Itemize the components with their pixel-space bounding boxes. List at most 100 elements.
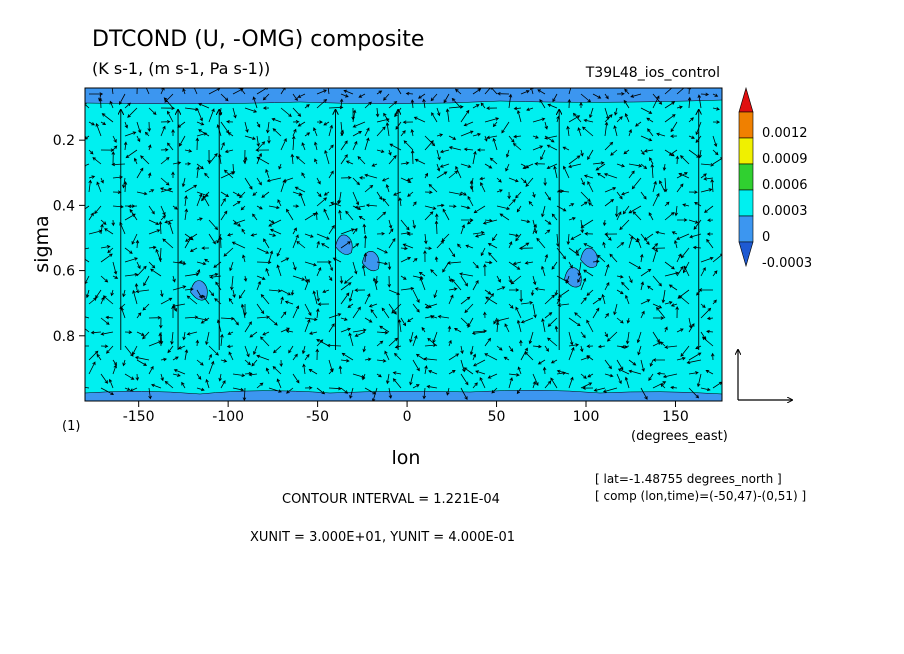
wind-vector (480, 182, 486, 193)
wind-vector (700, 267, 706, 277)
wind-vector (85, 205, 90, 210)
wind-vector (170, 331, 174, 345)
wind-vector (583, 243, 594, 249)
wind-vector (292, 204, 300, 208)
wind-vector (392, 378, 402, 389)
wind-vector (544, 380, 552, 389)
wind-vector (383, 112, 390, 123)
wind-vector (674, 239, 678, 249)
wind-vector (566, 233, 571, 246)
wind-vector (580, 177, 585, 186)
wind-vector (352, 306, 361, 319)
wind-vector (352, 131, 363, 137)
wind-vector (503, 356, 510, 361)
wind-vector (664, 114, 676, 123)
y-axis-label: sigma (31, 215, 53, 272)
wind-vector (265, 267, 270, 277)
wind-vector (370, 309, 378, 319)
wind-vector (304, 303, 312, 316)
wind-vector (316, 98, 328, 109)
wind-vector (448, 146, 462, 151)
wind-vector (167, 110, 174, 123)
wind-vector (232, 373, 246, 378)
wind-vector (299, 192, 306, 207)
wind-vector (568, 155, 581, 165)
wind-vector (339, 275, 344, 285)
wind-vector (386, 373, 390, 385)
wind-vector (446, 387, 450, 396)
wind-vector (532, 135, 539, 139)
wind-vector (406, 232, 414, 236)
wind-vector (256, 247, 270, 254)
wind-vector (670, 385, 678, 390)
wind-vector (410, 149, 415, 165)
wind-vector (112, 364, 117, 375)
wind-vector (676, 105, 683, 109)
wind-vector (148, 219, 160, 225)
wind-vector (460, 373, 469, 386)
wind-vector (483, 311, 487, 319)
wind-vector (172, 373, 181, 377)
wind-vector (208, 353, 212, 361)
wind-vector (406, 177, 414, 182)
wind-vector (100, 177, 104, 184)
wind-vector (232, 289, 236, 299)
wind-vector (265, 367, 270, 375)
wind-vector (314, 211, 319, 221)
wind-vector (616, 274, 624, 279)
wind-vector (532, 380, 537, 389)
wind-vector (577, 261, 582, 277)
wind-vector (286, 387, 294, 394)
wind-vector (208, 219, 219, 231)
wind-vector (580, 345, 584, 353)
wind-vector (330, 201, 342, 207)
wind-vector (364, 101, 372, 109)
wind-vector (640, 268, 652, 277)
wind-vector (426, 385, 438, 389)
wind-vector (550, 359, 558, 364)
wind-vector (292, 275, 306, 281)
wind-vector (328, 170, 334, 179)
wind-vector (352, 328, 367, 333)
wind-vector (256, 177, 262, 186)
wind-vector (508, 261, 521, 270)
wind-vector (280, 138, 287, 151)
wind-vector (376, 231, 386, 236)
wind-vector (556, 369, 570, 375)
wind-vector (534, 162, 546, 166)
wind-vector (625, 331, 630, 345)
wind-vector (652, 275, 662, 287)
wind-vector (347, 303, 354, 308)
wind-vector (652, 95, 660, 109)
wind-vector (238, 88, 246, 95)
wind-vector (460, 275, 468, 287)
wind-vector (469, 180, 474, 193)
wind-vector (160, 177, 170, 186)
wind-vector (142, 303, 150, 311)
wind-vector (256, 156, 270, 165)
wind-vector (587, 149, 594, 161)
wind-vector (568, 331, 574, 346)
wind-vector (688, 323, 695, 333)
wind-vector (328, 275, 333, 282)
wind-vector (184, 195, 188, 207)
wind-vector (376, 261, 389, 266)
wind-vector (124, 387, 131, 391)
wind-vector (568, 217, 576, 221)
wind-vector (621, 281, 630, 291)
negative-region-blob (580, 247, 598, 268)
wind-vector (376, 191, 383, 201)
wind-vector (692, 245, 702, 250)
wind-vector (472, 382, 478, 389)
wind-vector (240, 205, 246, 211)
wind-vector (621, 191, 630, 196)
wind-vector (656, 306, 666, 319)
wind-vector (365, 203, 378, 208)
wind-vector (705, 370, 714, 375)
wind-vector (583, 269, 594, 277)
wind-vector (676, 328, 684, 333)
wind-vector (499, 213, 510, 221)
wind-vector (508, 233, 520, 238)
wind-vector (712, 157, 722, 165)
wind-vector (364, 317, 373, 323)
